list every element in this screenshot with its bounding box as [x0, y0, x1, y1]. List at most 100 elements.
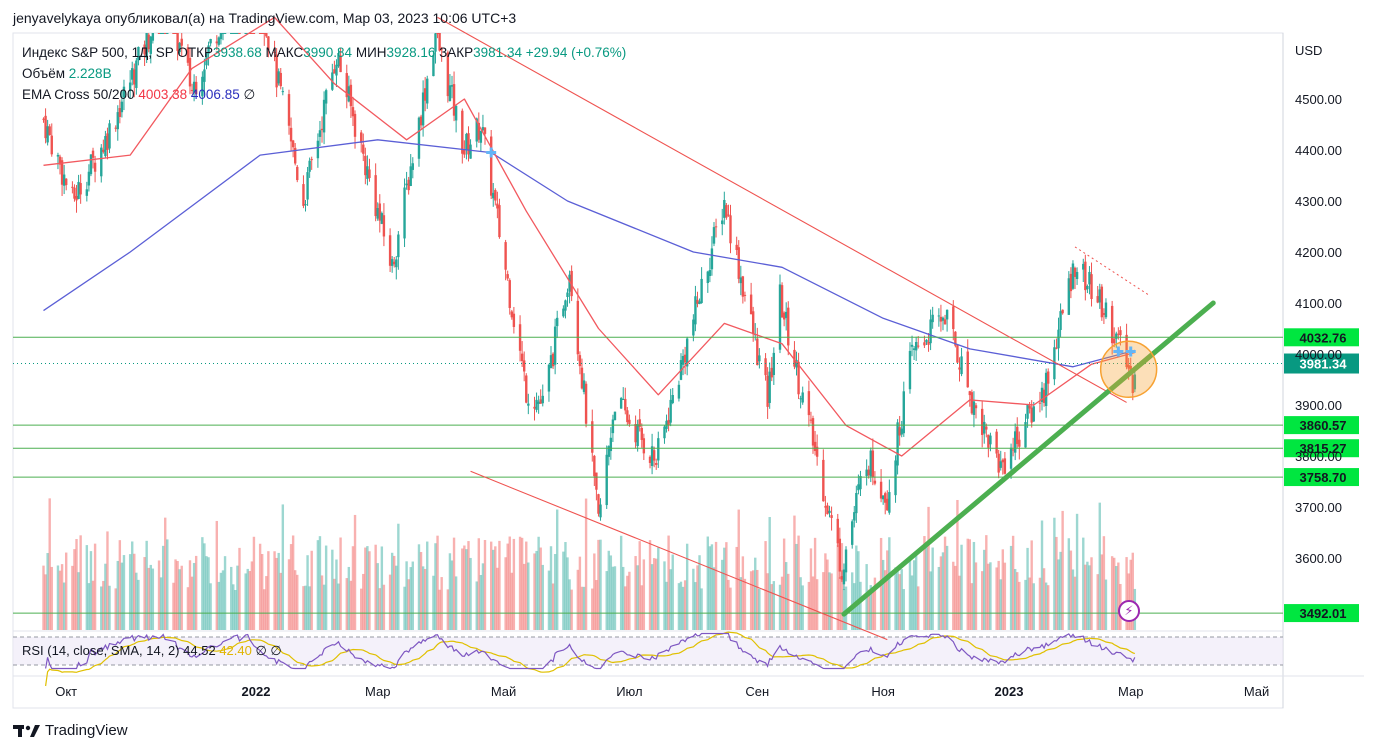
volume-bar — [739, 577, 743, 630]
candle-body — [520, 353, 524, 362]
volume-bar — [1088, 565, 1091, 630]
candle-body — [1082, 263, 1085, 270]
candle-body — [71, 186, 74, 188]
candle-body — [799, 398, 802, 400]
candle-body — [917, 345, 920, 347]
volume-bar — [1125, 557, 1128, 630]
candle-body — [698, 301, 701, 305]
volume-bar — [89, 551, 93, 630]
volume-bar — [279, 572, 282, 630]
rsi-sma-value: 42.40 — [219, 643, 252, 658]
candle-body — [896, 422, 899, 466]
volume-bar — [638, 541, 641, 630]
volume-bar — [706, 536, 709, 630]
candle-body — [492, 192, 495, 199]
volume-bar — [712, 567, 716, 630]
volume-bar — [1001, 549, 1005, 630]
volume-bar — [793, 515, 796, 630]
volume-bar — [591, 588, 594, 630]
candle-body — [133, 69, 136, 85]
candle-body — [108, 123, 111, 149]
volume-bar — [108, 585, 111, 630]
candle-body — [797, 361, 800, 395]
y-tick-label: 3900.00 — [1295, 398, 1342, 413]
volume-bar — [931, 547, 934, 630]
volume-bar — [382, 584, 386, 630]
candle-body — [267, 36, 270, 51]
volume-bar — [824, 553, 827, 630]
volume-bar — [857, 551, 860, 630]
candle-body — [42, 118, 45, 120]
volume-bar — [164, 517, 167, 630]
candle-body — [851, 521, 854, 545]
volume-bar — [894, 567, 897, 630]
candle-body — [591, 421, 594, 453]
rsi-label: RSI (14, close, SMA, 14, 2) — [22, 643, 180, 658]
candle-body — [77, 181, 80, 199]
candle-body — [871, 450, 875, 478]
volume-legend: Объём 2.228B — [22, 66, 112, 81]
candle-body — [423, 88, 427, 101]
candle-body — [446, 52, 450, 97]
volume-bar — [564, 542, 567, 630]
volume-bar — [1059, 551, 1062, 630]
candle-body — [968, 391, 972, 396]
volume-bar — [405, 561, 408, 630]
candle-body — [44, 115, 47, 139]
candle-body — [787, 307, 790, 346]
volume-bar — [376, 563, 379, 630]
y-tick-label: 4000.00 — [1295, 347, 1342, 362]
volume-bar — [1003, 562, 1007, 630]
x-tick-label: 2023 — [995, 684, 1024, 699]
candle-body — [1055, 347, 1058, 349]
volume-bar — [859, 581, 862, 630]
volume-bar — [248, 571, 252, 630]
level-label: 4032.76 — [1300, 330, 1347, 345]
close-label: ЗАКР — [439, 45, 474, 60]
volume-bar — [535, 550, 538, 630]
volume-value: 2.228B — [68, 66, 112, 81]
volume-bar — [1009, 545, 1013, 630]
candle-body — [539, 399, 542, 404]
volume-bar — [44, 574, 47, 630]
volume-bar — [943, 536, 947, 630]
volume-bar — [609, 555, 613, 630]
volume-bar — [679, 581, 683, 630]
lightning-icon[interactable]: ⚡ — [1118, 600, 1140, 622]
volume-bar — [409, 567, 412, 630]
volume-bar — [93, 543, 97, 630]
candle-body — [174, 33, 177, 34]
candle-body — [403, 187, 406, 239]
volume-bar — [692, 568, 695, 630]
candle-body — [494, 190, 497, 201]
candle-body — [448, 85, 452, 101]
candle-body — [320, 128, 324, 131]
volume-bar — [320, 575, 324, 630]
volume-bar — [657, 547, 660, 630]
candle-body — [397, 234, 400, 258]
volume-bar — [683, 580, 687, 630]
x-tick-label: 2022 — [242, 684, 271, 699]
volume-bar — [331, 549, 334, 630]
candle-body — [580, 367, 584, 389]
candle-body — [223, 33, 227, 34]
volume-bar — [390, 552, 394, 630]
candle-body — [1011, 449, 1015, 451]
volume-bar — [1129, 559, 1132, 630]
candle-body — [281, 91, 285, 93]
candle-body — [939, 316, 943, 322]
candle-body — [62, 174, 66, 186]
volume-bar — [345, 578, 348, 630]
candle-body — [1003, 458, 1007, 474]
volume-bar — [970, 583, 974, 630]
candle-body — [642, 438, 646, 454]
volume-bar — [1082, 537, 1085, 630]
candle-body — [360, 132, 363, 143]
candle-body — [265, 33, 268, 37]
volume-bar — [1071, 569, 1075, 630]
candle-body — [374, 175, 377, 217]
volume-bar — [525, 541, 528, 630]
volume-bar — [642, 559, 646, 630]
volume-bar — [902, 589, 905, 630]
